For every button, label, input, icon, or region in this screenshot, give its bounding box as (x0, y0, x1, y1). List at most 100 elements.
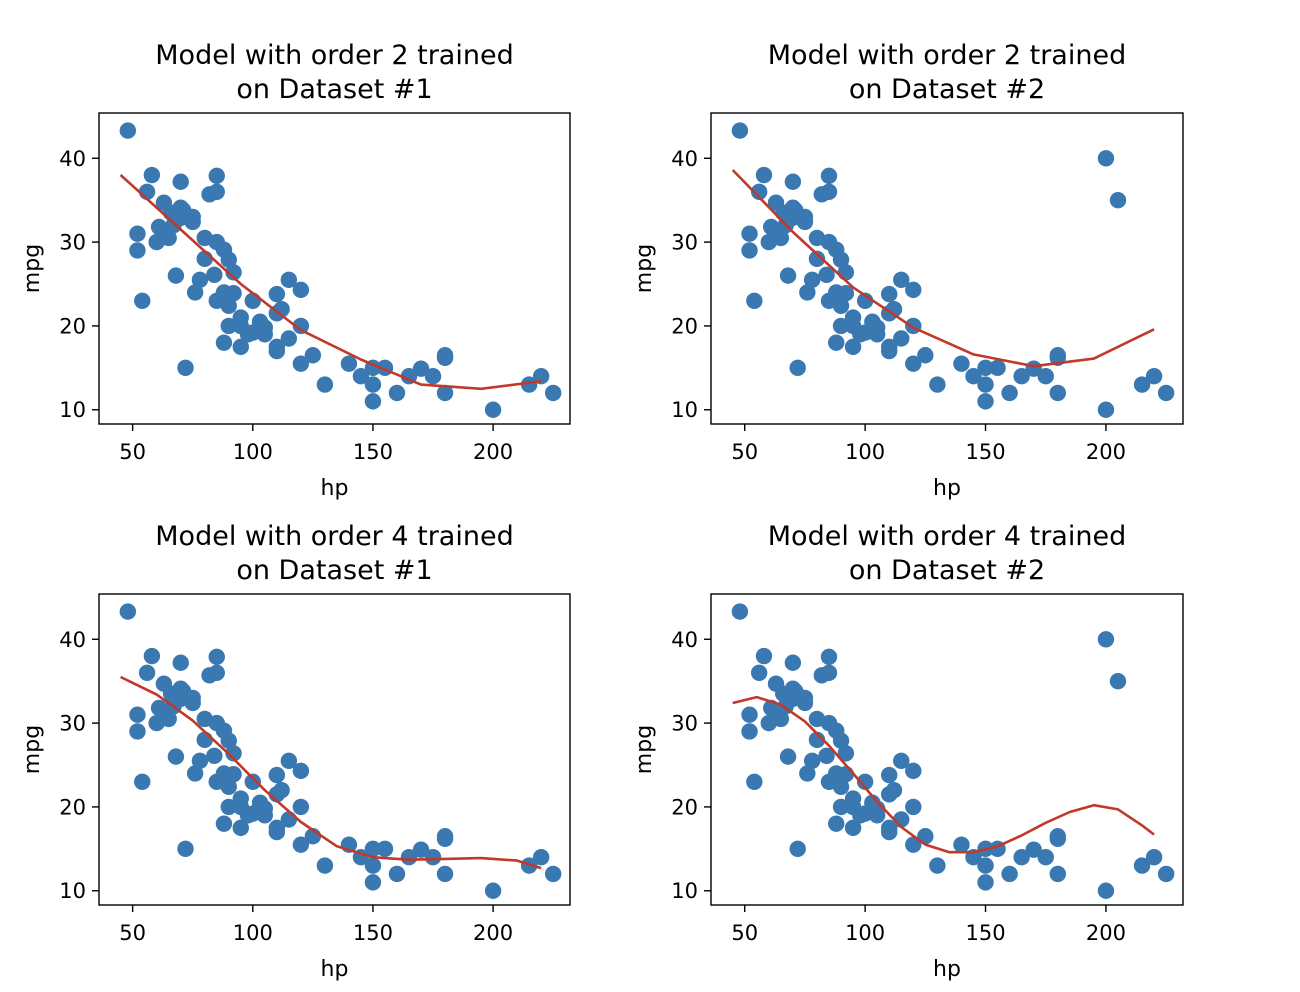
data-point (167, 748, 185, 765)
data-point (977, 376, 994, 393)
data-point (820, 664, 838, 681)
data-point (1133, 857, 1151, 874)
data-point (832, 297, 850, 315)
data-point (268, 766, 286, 784)
data-point (881, 823, 898, 841)
data-point (220, 732, 237, 749)
y-tick-label: 20 (59, 795, 86, 819)
chart-title-line1: Model with order 2 trained (155, 40, 513, 71)
data-point (208, 648, 225, 666)
chart-title-line2: on Dataset #1 (236, 555, 432, 586)
data-point (160, 710, 177, 728)
data-point (731, 603, 749, 620)
data-point (215, 334, 233, 351)
data-point (746, 292, 763, 309)
y-tick-label: 30 (671, 712, 698, 736)
x-tick-label: 150 (353, 440, 393, 464)
data-point (364, 840, 382, 858)
data-point (268, 823, 286, 841)
y-tick-label: 40 (671, 147, 698, 171)
data-point (953, 355, 970, 372)
data-point (184, 689, 201, 707)
x-tick-label: 50 (731, 921, 758, 945)
data-point (1145, 368, 1163, 385)
y-tick-label: 40 (59, 628, 86, 652)
data-point (292, 281, 310, 299)
y-axis-label: mpg (20, 244, 45, 293)
data-point (206, 266, 223, 283)
x-tick-label: 200 (1086, 921, 1126, 945)
data-point (893, 330, 910, 347)
data-point (1097, 401, 1115, 418)
data-point (244, 773, 261, 790)
data-point (929, 376, 946, 393)
data-point (1157, 384, 1175, 402)
data-point (220, 798, 237, 816)
data-point (292, 836, 310, 853)
data-point (388, 865, 406, 883)
data-point (1109, 191, 1127, 209)
x-tick-label: 100 (845, 440, 885, 464)
data-point (177, 359, 194, 377)
y-axis-label: mpg (632, 725, 657, 774)
data-point (741, 225, 758, 242)
data-point (436, 347, 454, 364)
data-point (544, 384, 562, 402)
data-point (779, 748, 797, 765)
data-point (225, 745, 242, 762)
data-point (225, 766, 242, 783)
data-point (772, 229, 790, 247)
data-point (808, 731, 826, 749)
x-tick-label: 50 (119, 440, 146, 464)
data-point (1049, 828, 1066, 845)
x-tick-label: 150 (965, 440, 1005, 464)
x-tick-label: 100 (233, 921, 273, 945)
data-point (150, 218, 168, 236)
data-point (273, 781, 290, 799)
data-point (119, 122, 137, 139)
data-point (820, 648, 838, 666)
data-point (280, 752, 298, 770)
chart-title-line2: on Dataset #2 (849, 555, 1045, 586)
data-point (905, 281, 922, 299)
data-point (977, 874, 994, 891)
chart-title-line2: on Dataset #2 (849, 74, 1045, 105)
data-point (917, 347, 934, 364)
data-point (1133, 376, 1151, 393)
data-point (256, 807, 274, 824)
data-point (186, 765, 204, 782)
data-point (763, 218, 780, 236)
data-point (388, 384, 406, 402)
y-tick-label: 40 (671, 628, 698, 652)
y-tick-label: 20 (59, 314, 86, 338)
data-point (364, 857, 382, 874)
data-point (789, 359, 806, 377)
data-point (520, 376, 538, 393)
data-point (220, 297, 237, 315)
y-tick-label: 10 (671, 398, 698, 422)
data-point (799, 765, 816, 782)
data-point (844, 338, 862, 356)
data-point (881, 766, 898, 784)
data-point (905, 317, 922, 335)
data-point (268, 342, 286, 360)
data-point (208, 167, 225, 185)
data-point (818, 266, 835, 283)
data-point (1157, 865, 1175, 883)
data-point (220, 778, 237, 796)
fit-curve (119, 174, 542, 391)
data-point (412, 360, 430, 377)
data-point (225, 264, 242, 281)
data-point (828, 815, 845, 832)
data-point (832, 732, 850, 749)
data-point (755, 647, 773, 665)
data-point (177, 840, 194, 858)
data-point (186, 284, 204, 301)
data-point (1001, 384, 1018, 402)
data-point (280, 271, 298, 289)
data-point (220, 317, 237, 335)
data-point (1097, 150, 1115, 167)
data-point (881, 285, 898, 303)
data-point (160, 229, 177, 247)
